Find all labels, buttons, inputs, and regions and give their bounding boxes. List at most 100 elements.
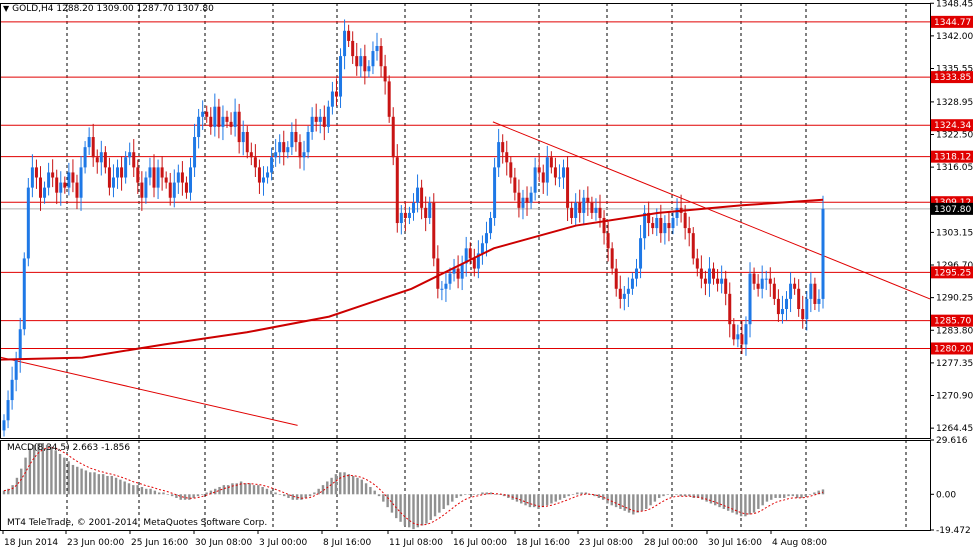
macd-bar <box>821 489 825 495</box>
candle-body <box>217 106 221 127</box>
candle-body <box>43 187 47 198</box>
macd-bar <box>41 442 44 495</box>
macd-bar <box>554 494 557 502</box>
candle-body <box>371 51 375 67</box>
macd-bar <box>364 483 368 495</box>
ohlc-values: 1288.20 1309.00 1287.70 1307.80 <box>56 4 214 14</box>
macd-bar <box>433 494 437 517</box>
candle-body <box>184 182 188 193</box>
macd-bar <box>610 494 613 506</box>
macd-bar <box>442 494 445 509</box>
macd-bar <box>464 494 467 495</box>
candle-body <box>322 116 326 127</box>
macd-bar <box>778 494 782 498</box>
candle-body <box>614 268 618 289</box>
macd-frame <box>0 440 931 531</box>
candle-body <box>189 167 193 193</box>
time-tick-label: 18 Jul 16:00 <box>516 538 570 548</box>
candle-body <box>359 56 363 67</box>
macd-bar <box>166 494 169 495</box>
macd-bar <box>757 494 760 509</box>
horizontal-levels <box>0 21 930 349</box>
candle-body <box>156 167 160 188</box>
time-tick-label: 30 Jul 16:00 <box>708 538 762 548</box>
candle-body <box>168 182 172 198</box>
macd-signal-line <box>3 447 824 526</box>
macd-bar <box>455 494 458 498</box>
candle-body <box>79 167 83 198</box>
macd-bar <box>127 483 131 495</box>
candle-body <box>314 116 318 122</box>
macd-bar <box>214 488 217 495</box>
level-tag <box>931 342 973 355</box>
candle-body <box>695 258 699 269</box>
macd-bar <box>28 448 32 495</box>
macd-bar <box>390 494 394 513</box>
macd-bar <box>80 468 83 495</box>
macd-bar <box>472 494 476 495</box>
candle-body <box>610 248 614 269</box>
macd-bar <box>576 492 579 495</box>
macd-bar <box>339 472 342 495</box>
macd-bar <box>334 474 338 495</box>
candle-body <box>553 167 557 178</box>
time-tick-label: 25 Jun 16:00 <box>131 538 188 548</box>
candle-body <box>99 152 103 163</box>
candle-body <box>339 56 343 97</box>
price-tick-label: 1322.50 <box>936 131 973 141</box>
candle-body <box>480 243 484 254</box>
macd-bar <box>226 485 230 495</box>
macd-bar <box>235 483 238 495</box>
ma-line <box>0 198 824 361</box>
time-tick-label: 11 Jul 08:00 <box>389 538 443 548</box>
macd-bar <box>295 494 299 500</box>
macd-bar <box>446 494 450 506</box>
macd-bar <box>209 490 213 495</box>
candle-body <box>756 283 760 289</box>
macd-bar <box>140 486 144 495</box>
macd-bar <box>494 494 497 495</box>
candle-body <box>302 152 306 158</box>
level-tag <box>931 71 973 84</box>
macd-bar <box>653 494 657 502</box>
candle-body <box>793 283 797 289</box>
macd-bar <box>347 474 351 495</box>
candle-body <box>306 131 310 153</box>
candle-body <box>261 177 265 183</box>
candle-body <box>809 283 813 299</box>
copyright-notice: MT4 TeleTrade, © 2001-2014, MetaQuotes S… <box>7 518 268 528</box>
candle-body <box>363 56 367 72</box>
macd-bar <box>201 494 204 495</box>
level-tag-label: 1295.25 <box>934 268 971 278</box>
candle-body <box>566 167 570 208</box>
macd-bar <box>459 494 463 497</box>
macd-bar <box>481 492 484 495</box>
macd-bar <box>735 494 738 515</box>
candle-body <box>26 187 30 259</box>
macd-bar <box>119 479 122 495</box>
candle-body <box>789 283 793 299</box>
macd-bar <box>157 492 161 495</box>
candle-body <box>253 157 257 168</box>
price-tick-label: 1283.80 <box>936 326 973 336</box>
chart-header[interactable]: ▼ GOLD,H4 1288.20 1309.00 1287.70 1307.80 <box>3 3 214 15</box>
candle-body <box>144 177 148 198</box>
macd-bar <box>416 494 420 528</box>
macd-bar <box>313 492 316 495</box>
dropdown-arrow-icon[interactable]: ▼ <box>3 4 10 13</box>
macd-bar <box>32 444 36 495</box>
candle-body <box>412 202 415 213</box>
candle-body <box>764 278 768 280</box>
macd-bar <box>709 494 713 504</box>
candle-body <box>30 167 34 188</box>
macd-bar <box>45 444 49 495</box>
macd-bar <box>239 481 243 495</box>
candle-body <box>748 273 752 325</box>
candle-body <box>557 177 561 179</box>
candle-body <box>513 177 517 193</box>
macd-bar <box>705 494 708 502</box>
candle-body <box>647 212 651 224</box>
macd-bar <box>304 494 307 498</box>
candle-body <box>537 167 541 173</box>
macd-bar <box>692 494 695 498</box>
